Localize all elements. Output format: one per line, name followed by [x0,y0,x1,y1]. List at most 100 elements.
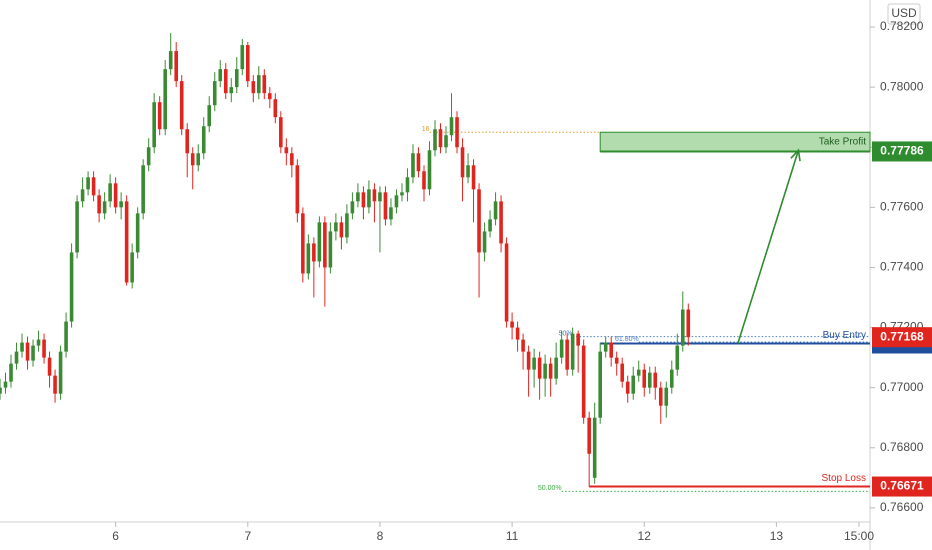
candle-body [609,342,614,358]
level-label: Stop Loss [822,473,866,484]
level-label: Take Profit [819,136,866,147]
candle-body [124,201,129,283]
candle-body [653,372,658,388]
candle-body [383,192,388,220]
candle-body [367,189,371,208]
candle-body [378,192,382,202]
candle-body [658,387,663,406]
candle-body [499,201,503,244]
candle-body [306,243,311,274]
candle-body [31,345,35,361]
candle-body [455,117,459,148]
candle-body [350,201,355,214]
x-tick-label: 11 [506,529,519,543]
y-tick-label: 0.78000 [880,79,924,93]
candle-body [130,252,134,283]
y-tick-label: 0.76600 [880,500,924,514]
candle-body [58,351,63,394]
fib-label: 61.80% [615,336,639,343]
candle-body [444,135,448,148]
candle-body [301,213,305,274]
candle-body [449,117,454,136]
price-label: 0.76671 [880,479,924,493]
candle-body [317,222,322,262]
price-label: 0.77786 [880,144,924,158]
candle-body [102,201,107,214]
candle-body [537,357,542,379]
candle-body [334,222,338,232]
candle-body [80,189,85,202]
candle-body [554,357,558,379]
candle-body [75,201,79,253]
x-tick-label: 7 [244,529,251,543]
candle-body [521,339,525,352]
y-tick-label: 0.77600 [880,200,924,214]
candle-body [0,387,2,394]
candle-body [422,171,426,190]
candle-body [548,363,553,379]
candle-body [345,213,349,238]
candle-body [207,105,212,127]
candle-body [229,87,234,94]
candle-body [223,69,228,94]
candle-body [245,45,250,82]
candle-body [559,339,564,358]
candle-body [251,81,256,94]
price-label-box [872,141,932,162]
candle-body [543,363,547,379]
candle-body [598,351,602,418]
candle-body [625,381,630,394]
candle-body [581,345,586,418]
candle-body [587,417,591,454]
candle-body [268,93,272,100]
candle-body [234,69,239,88]
x-tick-label: 15:00 [844,529,874,543]
candle-body [135,213,140,253]
candle-body [279,117,283,148]
candle-body [416,153,421,172]
price-label-box [872,476,932,497]
candle-body [466,165,470,178]
currency: USD [891,6,917,20]
candle-body [405,177,410,193]
candle-body [262,75,267,94]
candle-body [669,369,674,388]
current-price-box [872,327,932,348]
candle-body [603,342,608,352]
candle-body [69,252,74,322]
x-tick-label: 8 [377,529,384,543]
candle-body [196,153,201,166]
candle-body [212,81,217,106]
candle-body [20,342,24,352]
candle-body [312,243,316,262]
candle-body [477,189,481,253]
candle-body [394,195,399,208]
candle-body [190,153,195,166]
candle-body [565,339,569,370]
candle-body [614,357,619,364]
candle-body [427,150,432,190]
candle-body [526,351,531,370]
candle-body [36,339,41,346]
y-tick-label: 0.78200 [880,19,924,33]
candle-body [515,327,520,340]
candle-body [642,369,647,388]
candle-body [256,75,261,94]
candle-body [570,333,575,370]
candle-body [3,381,8,388]
candle-body [42,339,46,358]
candle-body [141,165,145,214]
candle-body [113,183,118,208]
candle-body [240,45,245,70]
candle-body [389,207,393,220]
candle-body [592,417,597,478]
candle-body [647,372,652,388]
candle-body [295,165,300,214]
candle-body [576,333,580,346]
candle-body [168,51,173,70]
candle-body [400,192,404,196]
candle-body [284,147,289,154]
candle-body [174,51,179,82]
candle-body [179,81,184,130]
